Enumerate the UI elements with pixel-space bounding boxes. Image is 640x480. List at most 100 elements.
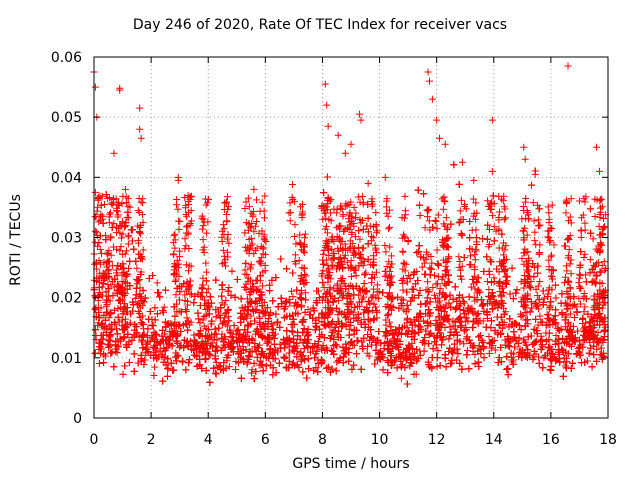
data-point <box>410 294 418 302</box>
data-point <box>345 357 353 365</box>
data-point <box>154 289 162 297</box>
data-point <box>301 308 309 316</box>
data-point <box>170 322 178 330</box>
data-point <box>172 349 180 357</box>
data-point <box>315 294 323 302</box>
data-point <box>379 366 387 374</box>
data-point <box>528 181 536 189</box>
data-point <box>371 360 379 368</box>
data-point <box>404 330 412 338</box>
data-point <box>586 256 594 264</box>
data-point <box>145 274 153 282</box>
data-point <box>268 325 276 333</box>
data-point <box>266 345 274 353</box>
data-point <box>101 316 109 324</box>
data-point <box>227 333 235 341</box>
data-point <box>132 291 140 299</box>
data-point <box>494 304 502 312</box>
data-point <box>270 340 278 348</box>
data-point <box>151 304 159 312</box>
data-point <box>593 345 601 353</box>
data-point <box>416 286 424 294</box>
data-point <box>350 361 358 369</box>
data-point <box>462 326 470 334</box>
data-point <box>113 349 121 357</box>
data-point <box>503 272 511 280</box>
data-point <box>313 287 321 295</box>
data-point <box>210 364 218 372</box>
data-point <box>595 339 603 347</box>
data-point <box>446 323 454 331</box>
data-point <box>253 353 261 361</box>
data-point <box>100 359 108 367</box>
data-point <box>353 337 361 345</box>
data-point <box>110 363 118 371</box>
data-point <box>293 353 301 361</box>
data-point <box>416 310 424 318</box>
data-point <box>263 304 271 312</box>
data-point <box>206 351 214 359</box>
data-point <box>324 363 332 371</box>
data-point <box>523 353 531 361</box>
data-point <box>451 283 459 291</box>
data-point <box>233 327 241 335</box>
data-point <box>160 303 168 311</box>
data-point <box>318 309 326 317</box>
data-point <box>105 343 113 351</box>
data-point <box>297 287 305 295</box>
data-point <box>102 190 110 198</box>
data-point <box>114 313 122 321</box>
data-point <box>415 248 423 256</box>
data-point <box>535 296 543 304</box>
data-point <box>285 357 293 365</box>
data-point <box>600 336 608 344</box>
data-point <box>256 357 264 365</box>
data-point <box>215 324 223 332</box>
data-point <box>112 325 120 333</box>
data-point <box>124 330 132 338</box>
data-point <box>520 336 528 344</box>
data-point <box>508 264 516 272</box>
data-point <box>460 310 468 318</box>
data-point <box>426 298 434 306</box>
data-point <box>360 280 368 288</box>
data-point <box>384 369 392 377</box>
data-point <box>489 304 497 312</box>
data-point <box>285 342 293 350</box>
data-point <box>506 290 514 298</box>
data-point <box>372 303 380 311</box>
data-point <box>538 336 546 344</box>
data-point <box>277 255 285 263</box>
data-point <box>413 346 421 354</box>
data-point <box>420 337 428 345</box>
data-point <box>458 231 466 239</box>
data-point <box>276 323 284 331</box>
data-point <box>249 308 257 316</box>
data-point <box>304 355 312 363</box>
data-point <box>128 237 136 245</box>
data-point <box>365 297 373 305</box>
data-point <box>504 365 512 373</box>
data-point <box>212 370 220 378</box>
data-point <box>450 161 458 169</box>
data-point <box>104 258 112 266</box>
data-point <box>194 330 202 338</box>
data-point <box>195 315 203 323</box>
data-point <box>433 363 441 371</box>
data-point <box>185 356 193 364</box>
data-point <box>529 260 537 268</box>
data-point <box>159 351 167 359</box>
data-point <box>98 283 106 291</box>
data-point <box>431 338 439 346</box>
data-point <box>512 289 520 297</box>
data-point <box>447 220 455 228</box>
data-point <box>280 353 288 361</box>
data-point <box>476 331 484 339</box>
data-point <box>479 301 487 309</box>
data-point <box>428 353 436 361</box>
data-point <box>533 330 541 338</box>
data-point <box>445 299 453 307</box>
data-point <box>262 362 270 370</box>
data-point <box>456 257 464 265</box>
data-point <box>230 322 238 330</box>
